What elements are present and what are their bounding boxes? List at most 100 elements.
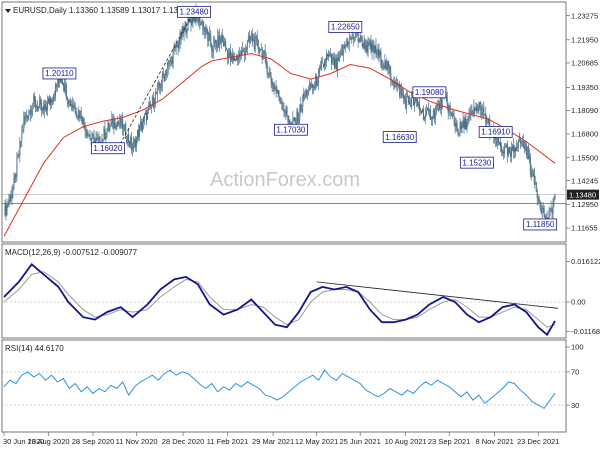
candle-body: [348, 38, 350, 45]
candle-body: [320, 66, 322, 70]
candle-body: [22, 129, 24, 132]
candle-body: [177, 43, 179, 49]
candle-body: [270, 75, 272, 81]
candle-body: [41, 103, 43, 111]
candle-body: [526, 146, 528, 155]
candle-body: [214, 40, 216, 42]
price-annotation-box: [382, 131, 417, 143]
candle-body: [284, 112, 286, 114]
candle-body: [425, 110, 427, 115]
candle-body: [155, 92, 157, 94]
candle-body: [200, 21, 202, 24]
candle-body: [10, 195, 12, 199]
candle-body: [65, 85, 67, 99]
candle-body: [514, 147, 516, 152]
candle-body: [187, 18, 189, 31]
candle-body: [283, 109, 285, 113]
candle-body: [137, 130, 139, 139]
candle-body: [42, 107, 44, 110]
candle-body: [183, 26, 185, 35]
candle-body: [524, 144, 526, 150]
candle-body: [264, 50, 266, 57]
candle-body: [450, 112, 452, 114]
candle-body: [211, 44, 213, 52]
candle-body: [374, 45, 376, 53]
candle-body: [20, 141, 22, 143]
candle-body: [553, 196, 555, 202]
candle-body: [389, 66, 391, 74]
candle-body: [29, 110, 31, 114]
candle-body: [326, 54, 329, 57]
candle-body: [436, 105, 438, 109]
candle-body: [341, 50, 343, 56]
candle-body: [353, 37, 355, 39]
rsi-line: [3, 369, 556, 410]
candle-body: [525, 144, 527, 156]
candle-body: [172, 51, 174, 64]
candle-body: [153, 103, 155, 107]
candle-body: [141, 123, 144, 131]
candle-body: [312, 84, 314, 88]
candle-body: [253, 38, 255, 49]
candle-body: [332, 57, 334, 59]
candle-body: [532, 170, 534, 173]
candle-body: [301, 105, 303, 112]
price-annotation-box: [273, 123, 308, 136]
candle-body: [431, 116, 433, 120]
candle-body: [328, 55, 330, 57]
candle-body: [302, 94, 304, 107]
candle-body: [35, 99, 37, 108]
candle-body: [534, 183, 536, 185]
candle-body: [227, 49, 229, 59]
candle-body: [303, 93, 305, 98]
candle-body: [504, 145, 506, 154]
candle-body: [115, 125, 117, 129]
price-annotation-box: [478, 126, 513, 138]
candle-body: [18, 153, 20, 155]
candle-body: [207, 32, 209, 42]
candle-body: [165, 71, 167, 76]
candle-body: [521, 140, 523, 143]
date-axis-label: 29 Mar 2021: [252, 437, 294, 446]
candle-body: [316, 75, 318, 86]
candle-body: [202, 20, 204, 30]
candle-body: [540, 208, 542, 213]
candle-body: [420, 110, 423, 114]
candle-body: [169, 60, 171, 62]
price-annotation-box: [523, 218, 558, 231]
candle-body: [413, 97, 415, 106]
candle-body: [439, 98, 441, 110]
candle-body: [89, 133, 91, 140]
candle-body: [451, 112, 453, 116]
candle-body: [86, 131, 88, 136]
candle-body: [310, 83, 312, 90]
candle-body: [329, 54, 331, 56]
candle-body: [440, 98, 442, 110]
candle-body: [4, 205, 6, 216]
candle-body: [458, 132, 460, 135]
candle-body: [247, 36, 249, 43]
price-annotation-label: 1.16630: [385, 133, 414, 142]
candle-body: [339, 51, 341, 55]
candle-body: [80, 110, 82, 121]
candle-body: [266, 62, 268, 75]
candle-body: [98, 136, 100, 139]
candle-body: [158, 82, 160, 87]
candle-body: [438, 103, 440, 111]
candle-body: [515, 147, 517, 152]
candle-body: [182, 26, 184, 33]
candle-body: [31, 110, 33, 115]
price-axis-label: 1.19350: [571, 83, 598, 92]
date-axis-label: 23 Sep 2021: [428, 437, 471, 446]
candle-body: [156, 85, 158, 94]
candle-body: [7, 204, 9, 206]
candle-body: [536, 190, 538, 199]
candle-body: [220, 36, 222, 42]
macd-panel-frame: [1, 243, 567, 339]
candle-body: [362, 42, 364, 49]
candle-body: [406, 97, 408, 107]
candle-body: [274, 87, 276, 89]
candle-body: [434, 110, 436, 118]
